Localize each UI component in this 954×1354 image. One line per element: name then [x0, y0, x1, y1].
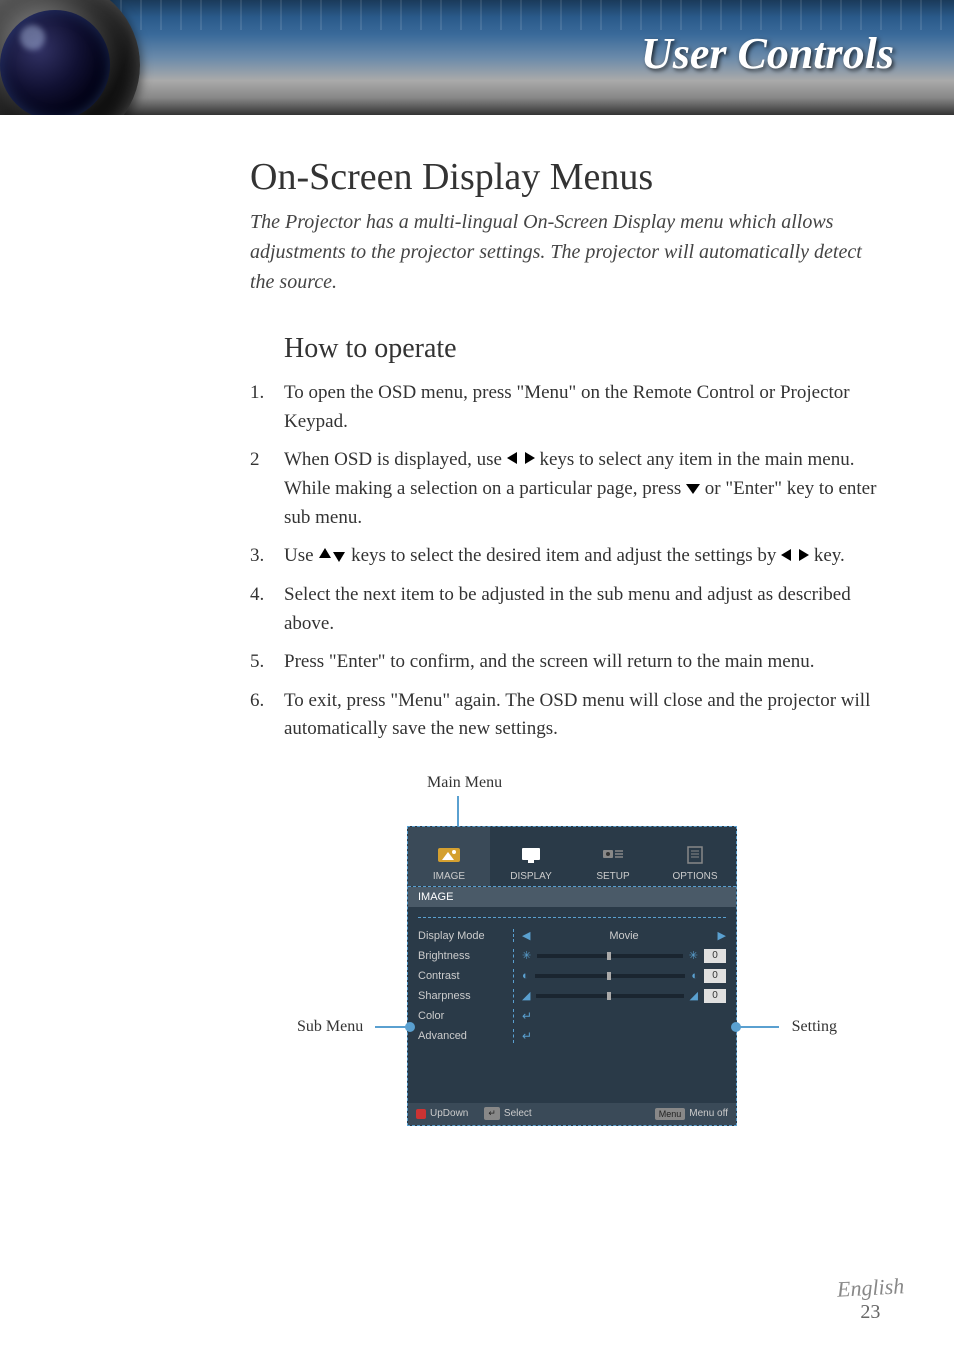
osd-row-label: Sharpness — [418, 990, 513, 1002]
content-area: On-Screen Display Menus The Projector ha… — [0, 115, 954, 1144]
osd-row-label: Display Mode — [418, 930, 513, 942]
step-text: Use keys to select the desired item and … — [284, 542, 884, 571]
osd-items: Display Mode◀Movie▶Brightness✳✳0Contrast… — [408, 907, 736, 1046]
osd-figure: Main Menu IMAGEDISPLAYSETUPOPTIONS IMAGE… — [297, 774, 837, 1144]
osd-tab-options: OPTIONS — [654, 827, 736, 886]
page-heading: On-Screen Display Menus — [250, 155, 884, 199]
main-menu-label: Main Menu — [427, 774, 502, 792]
footer-menu-off: Menu Menu off — [655, 1108, 728, 1120]
leader-line — [375, 1026, 407, 1028]
osd-row-control: ◀Movie▶ — [513, 929, 726, 942]
step-text: When OSD is displayed, use keys to selec… — [284, 446, 884, 532]
step-item: 3.Use keys to select the desired item an… — [250, 542, 884, 571]
osd-panel: IMAGEDISPLAYSETUPOPTIONS IMAGE Display M… — [407, 826, 737, 1126]
osd-row-label: Contrast — [418, 970, 513, 982]
step-number: 3. — [250, 542, 284, 571]
setting-label: Setting — [792, 1018, 837, 1036]
lens-graphic — [0, 0, 150, 115]
osd-row-label: Color — [418, 1010, 513, 1022]
step-text: To open the OSD menu, press "Menu" on th… — [284, 379, 884, 436]
osd-row-control: ◐◐0 — [513, 969, 726, 983]
osd-row: Contrast◐◐0 — [418, 966, 726, 986]
osd-tab-image: IMAGE — [408, 827, 490, 886]
step-item: 2When OSD is displayed, use keys to sele… — [250, 446, 884, 532]
osd-row-control: ◢◢0 — [513, 989, 726, 1003]
intro-paragraph: The Projector has a multi-lingual On-Scr… — [250, 207, 884, 297]
osd-row-control: ✳✳0 — [513, 949, 726, 963]
display-icon — [517, 843, 545, 867]
osd-row-control: ↵ — [513, 1009, 726, 1023]
step-number: 6. — [250, 687, 284, 744]
options-icon — [681, 843, 709, 867]
leader-dot — [731, 1022, 741, 1032]
step-number: 1. — [250, 379, 284, 436]
footer-select: ↵ Select — [484, 1107, 531, 1120]
step-number: 5. — [250, 648, 284, 677]
step-text: To exit, press "Menu" again. The OSD men… — [284, 687, 884, 744]
arrow-ud-icon — [318, 543, 346, 572]
osd-row: Advanced↵ — [418, 1026, 726, 1046]
step-text: Press "Enter" to confirm, and the screen… — [284, 648, 884, 677]
osd-row: Color↵ — [418, 1006, 726, 1026]
osd-tab-display: DISPLAY — [490, 827, 572, 886]
leader-dot — [405, 1022, 415, 1032]
steps-list: 1.To open the OSD menu, press "Menu" on … — [250, 379, 884, 744]
step-text: Select the next item to be adjusted in t… — [284, 581, 884, 638]
osd-tab-setup: SETUP — [572, 827, 654, 886]
section-title: User Controls — [641, 28, 894, 79]
arrow-lr-icon — [507, 446, 535, 475]
osd-section-title: IMAGE — [408, 887, 736, 907]
osd-row-label: Brightness — [418, 950, 513, 962]
footer-updown: UpDown — [416, 1108, 468, 1119]
osd-row-label: Advanced — [418, 1030, 513, 1042]
step-item: 4.Select the next item to be adjusted in… — [250, 581, 884, 638]
image-icon — [435, 843, 463, 867]
divider — [418, 917, 726, 918]
leader-line — [457, 796, 459, 826]
osd-row: Display Mode◀Movie▶ — [418, 926, 726, 946]
header-banner: User Controls — [0, 0, 954, 115]
osd-row: Brightness✳✳0 — [418, 946, 726, 966]
step-item: 1.To open the OSD menu, press "Menu" on … — [250, 379, 884, 436]
step-item: 5.Press "Enter" to confirm, and the scre… — [250, 648, 884, 677]
setup-icon — [599, 843, 627, 867]
page-footer: English 23 — [837, 1275, 904, 1324]
osd-row: Sharpness◢◢0 — [418, 986, 726, 1006]
sub-menu-label: Sub Menu — [297, 1018, 363, 1036]
osd-row-control: ↵ — [513, 1029, 726, 1043]
step-item: 6.To exit, press "Menu" again. The OSD m… — [250, 687, 884, 744]
step-number: 2 — [250, 446, 284, 532]
leader-line — [739, 1026, 779, 1028]
osd-tabs: IMAGEDISPLAYSETUPOPTIONS — [408, 827, 736, 887]
language-label: English — [836, 1273, 905, 1302]
page-number: 23 — [860, 1301, 880, 1323]
arrow-lr-icon — [781, 543, 809, 572]
osd-footer: UpDown ↵ Select Menu Menu off — [408, 1103, 736, 1125]
step-number: 4. — [250, 581, 284, 638]
sub-heading: How to operate — [284, 333, 884, 365]
arrow-down-icon — [686, 475, 700, 504]
